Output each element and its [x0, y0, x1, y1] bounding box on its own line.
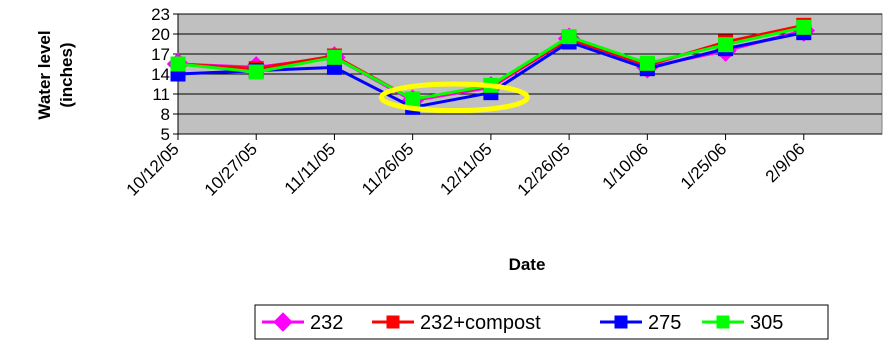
data-point: [561, 29, 577, 45]
series-lines: [166, 17, 815, 115]
gridlines: [178, 13, 882, 115]
y-tick-label: 8: [161, 105, 170, 124]
legend-label: 232: [310, 312, 343, 334]
data-point: [326, 49, 342, 65]
legend-marker: [716, 315, 730, 329]
x-tick-label: 11/26/05: [358, 139, 417, 198]
x-tick-label: 12/26/05: [514, 139, 574, 199]
legend-marker: [614, 315, 628, 329]
legend: 232 232+compost 275 305: [254, 304, 829, 340]
legend-item: 305: [702, 312, 783, 334]
x-tick-label: 2/9/06: [762, 139, 809, 186]
x-tick-label: 1/25/06: [677, 139, 731, 193]
data-point: [170, 56, 186, 72]
x-tick-labels: 10/12/05 10/27/05 11/11/05 11/26/05 12/11/05…: [123, 139, 809, 199]
legend-label: 305: [750, 312, 783, 334]
y-axis-title-line-2: (inches): [57, 42, 76, 107]
x-axis-title: Date: [509, 255, 546, 274]
x-tick-label: 1/10/06: [599, 139, 653, 193]
data-point: [405, 91, 421, 107]
y-tick-label: 23: [151, 5, 170, 24]
data-point: [639, 55, 655, 71]
x-tick-label: 10/12/05: [123, 139, 183, 199]
y-tick-label: 5: [161, 125, 170, 144]
legend-marker: [273, 312, 293, 332]
highlight-annotation: [378, 81, 530, 114]
highlight-ellipse: [378, 81, 530, 114]
y-tick-label: 11: [152, 85, 170, 104]
x-tick-label: 10/27/05: [201, 139, 261, 199]
data-point: [796, 19, 812, 35]
y-tick-label: 20: [151, 25, 170, 44]
data-point: [248, 64, 264, 80]
data-point: [718, 37, 734, 53]
legend-item: 232: [262, 312, 343, 334]
legend-item: 275: [600, 312, 681, 334]
legend-label: 232+compost: [420, 312, 541, 334]
legend-label: 275: [648, 312, 681, 334]
y-axis-title-line-1: Water level: [35, 30, 54, 119]
legend-item: 232+compost: [372, 312, 541, 334]
y-tick-label: 17: [151, 45, 170, 64]
x-tick-label: 12/11/05: [436, 139, 495, 198]
x-tick-label: 11/11/05: [281, 139, 339, 197]
y-tick-label: 14: [151, 65, 170, 84]
legend-marker: [386, 315, 400, 329]
